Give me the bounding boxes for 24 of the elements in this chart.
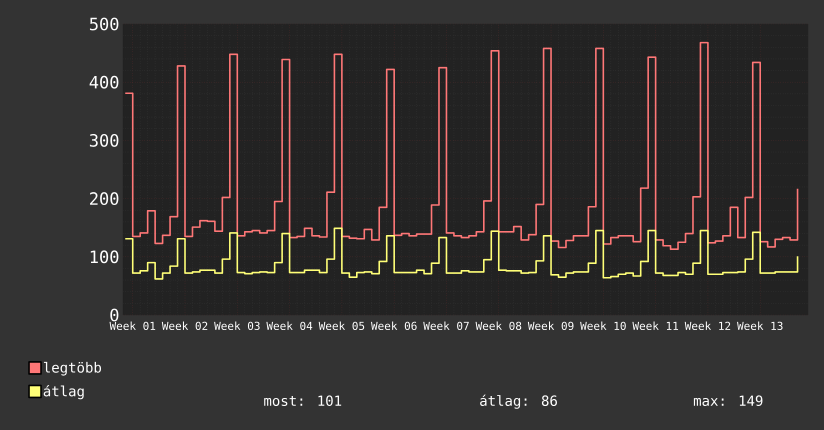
text: max: 149 <box>694 395 762 406</box>
x-tick-label: Week 09 <box>528 322 574 330</box>
x-tick-label: Week 03 <box>214 322 260 330</box>
x-tick-label: Week 04 <box>266 322 312 330</box>
x-tick-label: Week 08 <box>476 322 522 330</box>
x-tick-label: Week 11 <box>632 322 678 330</box>
x-tick-label: Week 12 <box>684 322 730 330</box>
x-tick-label: Week 13 <box>737 322 783 330</box>
text: most: 101 <box>264 395 342 406</box>
x-tick-label: Week 02 <box>162 322 208 330</box>
x-tick-label: Week 06 <box>370 322 417 330</box>
legend-label: legtöbb <box>44 362 102 376</box>
x-tick-label: Week 01 <box>110 322 156 330</box>
y-tick-label: 300 <box>90 134 118 147</box>
y-tick-label: 500 <box>90 18 118 30</box>
x-tick-label: Week 05 <box>318 322 364 330</box>
x-tick-label: Week 10 <box>580 322 626 330</box>
x-tick-label: Week 07 <box>423 322 469 330</box>
legend-label: átlag <box>44 385 84 400</box>
y-tick-label: 0 <box>110 308 118 322</box>
y-tick-label: 400 <box>90 76 118 89</box>
y-tick-label: 200 <box>90 192 118 206</box>
text: átlag: 86 <box>480 394 557 409</box>
y-tick-label: 100 <box>90 250 118 264</box>
